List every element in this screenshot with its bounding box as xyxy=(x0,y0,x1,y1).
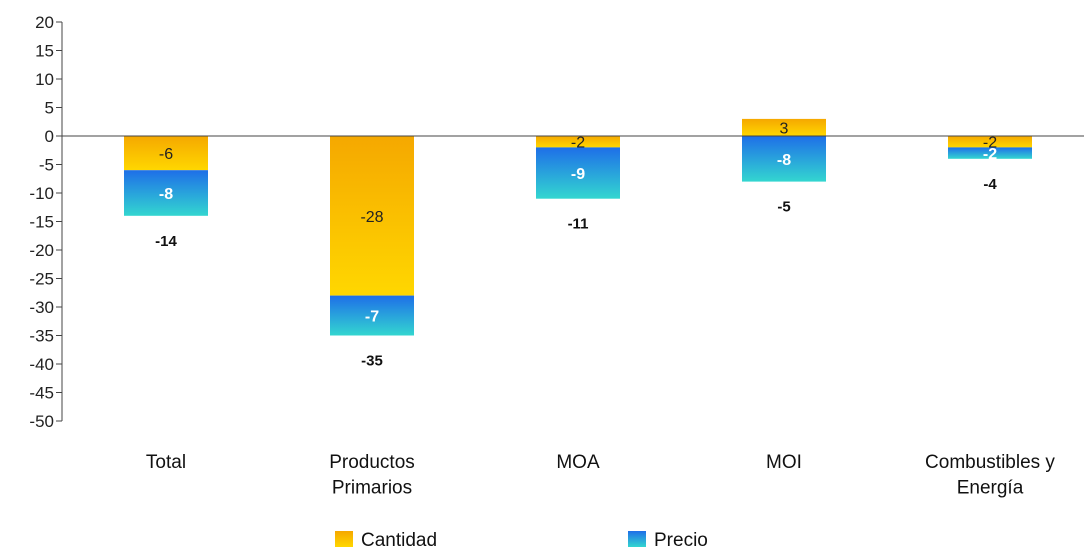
legend-swatch-precio xyxy=(628,531,646,547)
y-tick-label: -35 xyxy=(29,327,54,346)
data-label-precio: -9 xyxy=(571,166,585,183)
y-tick-label: 5 xyxy=(45,99,54,118)
bar-precio-1 xyxy=(330,295,414,336)
total-label: -11 xyxy=(568,216,589,233)
x-category-label: Combustibles y Energía xyxy=(925,452,1055,499)
bar-cantidad-1 xyxy=(330,136,414,296)
data-label-cantidad: -2 xyxy=(983,135,997,152)
x-category-label: MOI xyxy=(766,452,802,473)
legend-label-cantidad: Cantidad xyxy=(361,530,437,550)
x-category-label: Productos Primarios xyxy=(329,452,415,499)
data-labels: -6-8-14-28-7-35-2-9-113-8-5-2-2-4 xyxy=(155,120,997,369)
x-axis-labels: Total Productos Primarios MOA MOI Combustible… xyxy=(146,452,1056,499)
legend-label-precio: Precio xyxy=(654,530,708,550)
bar-cantidad-3 xyxy=(742,118,826,136)
data-label-precio: -8 xyxy=(159,186,173,203)
bars xyxy=(124,118,1032,336)
bar-cantidad-0 xyxy=(124,136,208,171)
y-tick-label: -30 xyxy=(29,298,54,317)
bar-cantidad-4 xyxy=(948,136,1032,148)
x-category-label: MOA xyxy=(556,452,600,473)
y-tick-label: -5 xyxy=(39,156,54,175)
y-tick-label: 20 xyxy=(35,13,54,32)
bar-precio-4 xyxy=(948,147,1032,159)
y-axis: 20 15 10 5 0 -5 -10 -15 -20 -25 -30 -35 -40 -45 -50 xyxy=(29,13,63,431)
y-tick-label: -25 xyxy=(29,270,54,289)
y-tick-label: -50 xyxy=(29,412,54,431)
data-label-precio: -8 xyxy=(777,152,791,169)
y-tick-label: 0 xyxy=(45,127,54,146)
total-label: -4 xyxy=(983,176,997,193)
bar-precio-3 xyxy=(742,136,826,182)
x-category-label: Total xyxy=(146,452,186,473)
y-tick-label: -45 xyxy=(29,384,54,403)
data-label-precio: -2 xyxy=(983,146,997,163)
data-label-cantidad: -2 xyxy=(571,135,585,152)
total-label: -35 xyxy=(361,353,383,370)
y-tick-label: -15 xyxy=(29,213,54,232)
bar-precio-0 xyxy=(124,170,208,216)
bar-cantidad-2 xyxy=(536,136,620,148)
y-tick-label: -10 xyxy=(29,184,54,203)
data-label-cantidad: -28 xyxy=(360,209,383,226)
data-label-cantidad: -6 xyxy=(159,146,173,163)
data-label-cantidad: 3 xyxy=(780,120,789,137)
total-label: -5 xyxy=(777,199,790,216)
y-tick-label: 15 xyxy=(35,42,54,61)
total-label: -14 xyxy=(155,233,177,250)
y-tick-label: -40 xyxy=(29,355,54,374)
y-tick-label: -20 xyxy=(29,241,54,260)
y-tick-label: 10 xyxy=(35,70,54,89)
bar-precio-2 xyxy=(536,147,620,199)
legend-swatch-cantidad xyxy=(335,531,353,547)
legend: Cantidad Precio xyxy=(335,530,708,550)
data-label-precio: -7 xyxy=(365,309,379,326)
